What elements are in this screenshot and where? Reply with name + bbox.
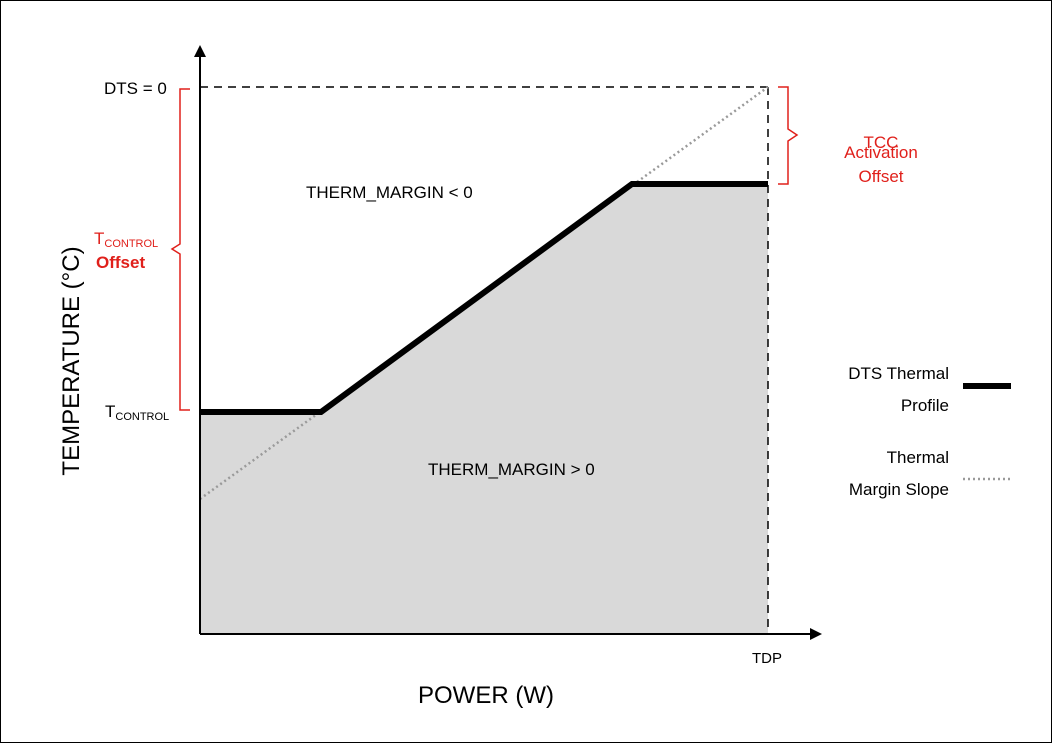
tcc-label-line1: TCC [864,133,899,152]
tcc-label-line3: Offset [858,167,903,186]
x-axis-title: POWER (W) [418,682,554,709]
dts-thermal-profile-line [200,181,768,415]
therm-margin-negative-label: THERM_MARGIN < 0 [306,183,473,202]
tcc-activation-offset-bracket [778,86,799,185]
legend-profile-label-line2: Profile [901,396,949,415]
tcontrol-offset-label: TCONTROL [94,229,158,250]
legend: DTS Thermal Profile Thermal Margin Slope [848,364,1011,499]
therm-margin-positive-label: THERM_MARGIN > 0 [428,460,595,479]
legend-slope-label-line1: Thermal [887,448,949,467]
tcontrol-offset-label-line2: Offset [96,253,145,272]
dts-zero-label: DTS = 0 [104,79,167,98]
legend-slope-label-line2: Margin Slope [849,480,949,499]
legend-profile-label-line1: DTS Thermal [848,364,949,383]
tcontrol-offset-bracket [170,88,190,411]
y-axis-title: TEMPERATURE (°C) [58,246,85,475]
tcontrol-label: TCONTROL [105,402,169,423]
therm-margin-positive-region [200,184,768,634]
tdp-label: TDP [752,650,782,667]
tcc-label-line2: Activation [844,143,918,162]
